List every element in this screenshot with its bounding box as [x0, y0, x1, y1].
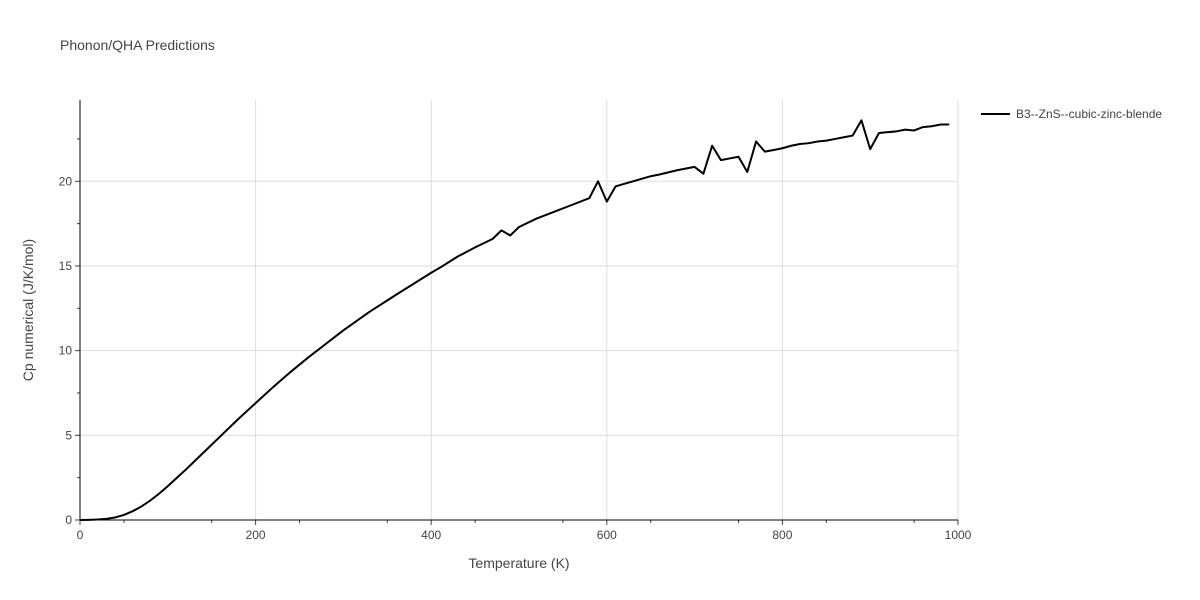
- legend[interactable]: B3--ZnS--cubic-zinc-blende: [981, 107, 1162, 121]
- y-tick-label: 0: [65, 513, 72, 527]
- x-tick-label: 1000: [945, 528, 972, 542]
- legend-label: B3--ZnS--cubic-zinc-blende: [1016, 107, 1162, 121]
- x-tick-label: 400: [421, 528, 441, 542]
- y-tick-label: 10: [59, 344, 73, 358]
- series-layer: [79, 119, 950, 521]
- y-tick-label: 15: [59, 259, 73, 273]
- x-tick-label: 200: [246, 528, 266, 542]
- chart-title: Phonon/QHA Predictions: [60, 37, 215, 53]
- x-tick-label: 600: [597, 528, 617, 542]
- x-tick-label: 0: [77, 528, 84, 542]
- x-tick-label: 800: [772, 528, 792, 542]
- y-tick-label: 20: [59, 174, 73, 188]
- x-axis-title: Temperature (K): [468, 555, 569, 571]
- y-axis-title: Cp numerical (J/K/mol): [20, 239, 36, 381]
- grid-layer: [80, 100, 959, 520]
- y-tick-label: 5: [65, 428, 72, 442]
- series-line-0[interactable]: [79, 119, 950, 521]
- axes-layer: 0 200 400 600 800 1000 0 5 10 15 20: [59, 100, 972, 542]
